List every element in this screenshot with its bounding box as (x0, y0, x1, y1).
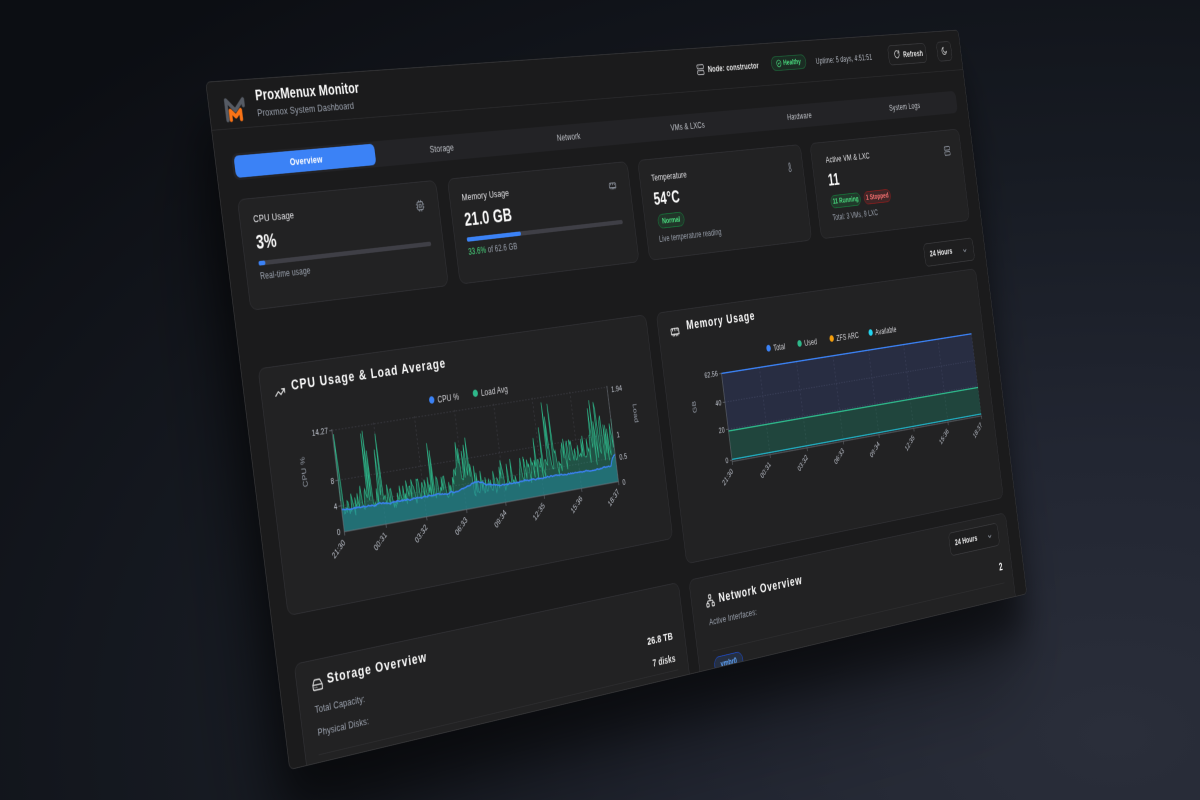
svg-text:00:31: 00:31 (759, 459, 772, 480)
svg-text:8: 8 (330, 476, 335, 486)
svg-text:Available: Available (875, 324, 897, 337)
svg-text:GB: GB (690, 400, 698, 414)
svg-text:4: 4 (333, 501, 338, 511)
svg-text:03:32: 03:32 (796, 453, 809, 474)
svg-text:00:31: 00:31 (372, 530, 388, 553)
svg-text:09:34: 09:34 (493, 508, 508, 530)
svg-text:Load Avg: Load Avg (480, 384, 508, 399)
svg-text:0: 0 (622, 477, 627, 487)
svg-text:06:33: 06:33 (833, 446, 846, 466)
svg-text:62.56: 62.56 (704, 369, 719, 380)
svg-text:09:34: 09:34 (869, 439, 881, 459)
svg-text:06:33: 06:33 (454, 515, 470, 538)
svg-text:0: 0 (336, 527, 341, 537)
svg-text:18:37: 18:37 (607, 487, 621, 509)
svg-text:21:30: 21:30 (721, 466, 735, 487)
svg-text:CPU %: CPU % (437, 391, 460, 405)
svg-text:40: 40 (715, 398, 722, 408)
svg-text:12:35: 12:35 (904, 433, 916, 453)
svg-text:14.27: 14.27 (311, 426, 329, 438)
svg-text:1.94: 1.94 (611, 383, 623, 394)
svg-text:Load: Load (631, 403, 640, 423)
svg-text:15:36: 15:36 (938, 427, 950, 447)
svg-text:21:30: 21:30 (330, 537, 347, 560)
svg-text:0: 0 (725, 456, 729, 465)
svg-text:1: 1 (616, 430, 621, 440)
svg-text:ZFS ARC: ZFS ARC (836, 330, 860, 343)
svg-text:12:35: 12:35 (532, 500, 547, 522)
svg-text:CPU %: CPU % (298, 456, 310, 488)
svg-text:Used: Used (804, 336, 818, 348)
svg-text:03:32: 03:32 (413, 522, 429, 545)
svg-text:0.5: 0.5 (619, 452, 628, 462)
svg-text:15:36: 15:36 (569, 494, 584, 516)
svg-text:Total: Total (773, 341, 786, 352)
svg-text:18:37: 18:37 (972, 420, 984, 439)
svg-text:20: 20 (718, 425, 725, 435)
